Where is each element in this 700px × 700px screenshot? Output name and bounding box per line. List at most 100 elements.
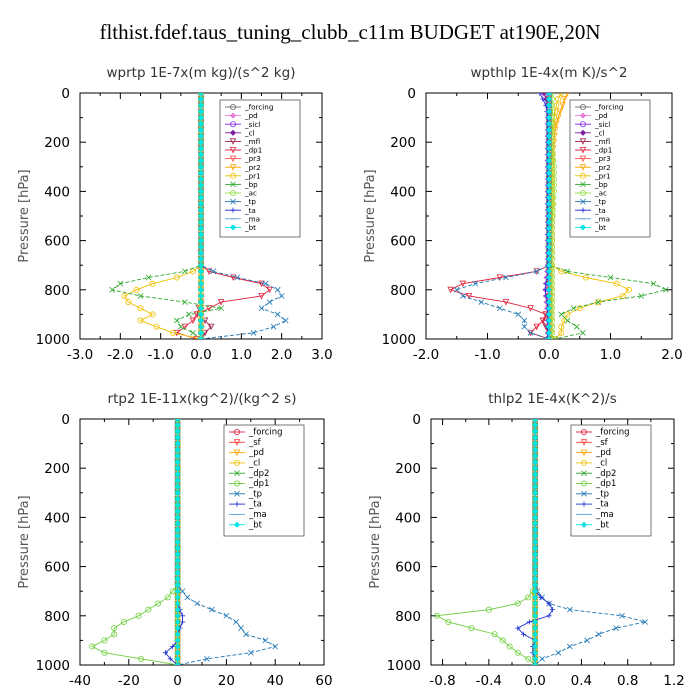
y-tick-label: 1000: [387, 658, 421, 674]
series-line-tp: [455, 93, 550, 339]
y-tick-label: 600: [390, 234, 416, 250]
legend-marker: [229, 112, 237, 119]
data-point-bt: [197, 219, 205, 226]
data-point-bt: [174, 495, 181, 502]
data-point-bt: [197, 262, 205, 269]
data-point-bt: [197, 145, 205, 152]
data-point-bt: [545, 96, 553, 103]
data-point-bp: [109, 286, 116, 293]
data-point-bt: [545, 225, 553, 232]
data-point-tp: [642, 619, 648, 625]
data-point-bt: [532, 575, 539, 582]
legend-marker: [580, 521, 588, 528]
data-point-bt: [532, 471, 539, 478]
series-group: [447, 93, 669, 339]
data-point-bp: [177, 323, 184, 330]
data-point-bt: [174, 637, 181, 644]
data-point-bt: [197, 292, 205, 299]
data-point-bt: [532, 446, 539, 453]
data-point-pr1: [558, 323, 565, 330]
data-point-dp1: [445, 618, 452, 625]
data-point-tp: [203, 655, 210, 662]
series-group: [109, 93, 289, 339]
data-point-bt: [174, 422, 181, 429]
data-point-dp1: [101, 649, 108, 656]
data-point-bt: [532, 434, 539, 441]
data-point-bt: [197, 249, 205, 256]
data-point-bt: [545, 299, 553, 306]
data-point-bt: [174, 502, 181, 509]
data-point-bt: [197, 157, 205, 164]
data-point-bt: [532, 508, 539, 515]
legend-marker: [581, 459, 588, 466]
data-point-tp: [566, 643, 573, 650]
legend-label: _pr3: [244, 154, 261, 163]
data-point-bt: [197, 93, 205, 97]
data-point-bt: [545, 323, 553, 330]
data-point-tp: [184, 594, 191, 601]
legend-label: _ta: [594, 206, 606, 215]
chart-title: thlp2 1E-4x(K^2)/s: [488, 391, 617, 407]
legend-label: _tp: [244, 197, 256, 206]
data-point-bt: [532, 465, 539, 472]
series-line-dp1: [91, 419, 179, 665]
data-point-tp: [521, 323, 528, 330]
data-point-tp: [238, 625, 244, 631]
y-tick-label: 200: [390, 135, 416, 151]
data-point-bt: [532, 557, 539, 564]
data-point-bt: [532, 551, 539, 558]
data-point-tp: [274, 286, 281, 293]
data-point-bt: [174, 643, 181, 650]
x-tick-label: 1.2: [663, 673, 684, 689]
x-tick-label: 0.0: [538, 347, 559, 363]
legend-marker: [580, 172, 587, 179]
data-point-bp: [218, 305, 225, 312]
data-point-tp: [546, 93, 552, 96]
data-point-bt: [532, 477, 539, 484]
data-point-dp1: [89, 643, 96, 650]
data-point-bt: [532, 661, 539, 665]
data-point-bt: [532, 440, 539, 447]
data-point-tp: [532, 662, 539, 665]
data-point-ta: [167, 656, 173, 662]
data-point-dp1: [205, 305, 213, 312]
data-point-bt: [532, 428, 539, 435]
y-tick-label: 800: [390, 283, 416, 299]
data-point-dp1: [258, 280, 265, 288]
legend-marker: [581, 490, 587, 497]
data-point-bt: [545, 305, 553, 312]
legend-marker: [581, 470, 587, 477]
data-point-bt: [197, 108, 205, 115]
data-point-bt: [197, 329, 205, 336]
chart-panel-1: wprtp 1E-7x(m kg)/(s^2 kg) Pressure [hPa]…: [17, 65, 333, 363]
data-point-bt: [532, 649, 539, 656]
data-point-bt: [532, 526, 539, 533]
chart-title: wpthlp 1E-4x(m K)/s^2: [471, 65, 628, 81]
data-point-bt: [532, 563, 539, 570]
data-point-tp: [243, 631, 249, 638]
data-point-bt: [197, 169, 205, 176]
data-point-bt: [197, 151, 205, 158]
data-point-dp1: [499, 637, 506, 644]
legend-label: _tp: [595, 489, 609, 499]
legend-label: _cl: [595, 459, 607, 469]
data-point-pr1: [582, 274, 589, 281]
y-tick-label: 400: [390, 184, 416, 200]
legend-label: _ac: [244, 189, 257, 198]
data-point-bt: [532, 538, 539, 546]
legend-label: _pr2: [244, 163, 261, 172]
data-point-bt: [545, 182, 553, 189]
data-point-bt: [174, 520, 181, 527]
data-point-cl: [541, 93, 548, 97]
data-point-tp: [272, 643, 279, 650]
data-point-bt: [545, 292, 553, 299]
data-point-dp1: [137, 655, 144, 662]
data-point-tp: [619, 612, 625, 619]
data-point-bt: [545, 317, 553, 324]
y-tick-label: 200: [395, 461, 421, 477]
data-point-pr1: [595, 299, 602, 306]
data-point-dp1: [514, 600, 521, 607]
data-point-dp1: [193, 336, 201, 339]
data-point-tp: [527, 329, 534, 336]
legend-label: _ma: [244, 214, 260, 223]
